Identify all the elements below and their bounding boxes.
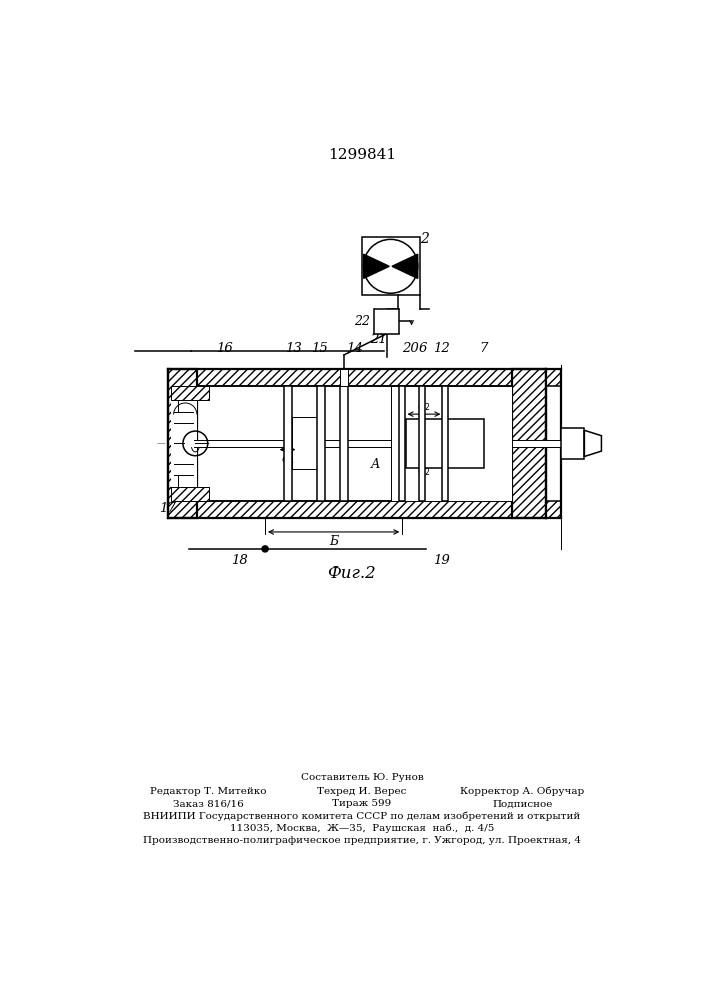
Bar	[172, 386, 197, 501]
Polygon shape	[363, 254, 390, 278]
Bar	[197, 501, 512, 518]
Circle shape	[262, 546, 268, 552]
Text: 20: 20	[402, 342, 419, 355]
Bar	[340, 386, 348, 501]
Text: $d_1$: $d_1$	[281, 453, 294, 466]
Text: 17: 17	[159, 502, 176, 515]
Text: Составитель Ю. Рунов: Составитель Ю. Рунов	[300, 773, 423, 782]
Text: 19: 19	[433, 554, 450, 567]
Text: Техред И. Верес: Техред И. Верес	[317, 787, 407, 796]
Text: $d_2$: $d_2$	[417, 464, 431, 478]
Bar	[317, 386, 325, 501]
Bar	[361, 237, 420, 295]
Text: 7: 7	[479, 342, 488, 355]
Text: 14: 14	[346, 342, 363, 355]
Bar	[340, 369, 348, 386]
Text: ВНИИПИ Государственного комитета СССР по делам изобретений и открытий: ВНИИПИ Государственного комитета СССР по…	[144, 811, 580, 821]
Text: Корректор А. Обручар: Корректор А. Обручар	[460, 787, 585, 796]
Text: Б: Б	[329, 535, 338, 548]
Text: 1299841: 1299841	[328, 148, 396, 162]
Text: Тираж 599: Тираж 599	[332, 799, 392, 808]
Bar	[197, 369, 512, 386]
Bar	[175, 440, 588, 447]
Text: Подписное: Подписное	[492, 799, 553, 808]
Bar	[399, 386, 405, 501]
Text: 21: 21	[370, 333, 387, 346]
Polygon shape	[585, 430, 602, 456]
Text: Заказ 816/16: Заказ 816/16	[173, 799, 244, 808]
Polygon shape	[392, 254, 418, 278]
Text: 113035, Москва,  Ж—35,  Раушская  наб.,  д. 4/5: 113035, Москва, Ж—35, Раушская наб., д. …	[230, 824, 494, 833]
Text: Редактор Т. Митейко: Редактор Т. Митейко	[151, 787, 267, 796]
Bar	[171, 487, 209, 501]
Bar	[391, 386, 512, 501]
Bar	[546, 369, 561, 386]
Bar	[284, 386, 292, 501]
Text: 12: 12	[433, 342, 450, 355]
Text: 2: 2	[420, 232, 429, 246]
Bar	[546, 501, 561, 518]
Bar	[512, 369, 546, 518]
Bar	[374, 309, 399, 334]
Text: Производственно-полиграфическое предприятие, г. Ужгород, ул. Проектная, 4: Производственно-полиграфическое предприя…	[143, 836, 581, 845]
Bar	[406, 419, 484, 468]
Text: 22: 22	[354, 315, 370, 328]
Text: 13: 13	[286, 342, 302, 355]
Text: 15: 15	[311, 342, 328, 355]
Text: $d_2$: $d_2$	[417, 400, 431, 413]
Text: А: А	[370, 458, 380, 471]
Text: Фиг.2: Фиг.2	[327, 565, 376, 582]
Bar	[442, 386, 448, 501]
Bar	[171, 400, 194, 487]
Bar	[561, 428, 585, 459]
Bar	[171, 386, 209, 400]
Text: 16: 16	[216, 342, 233, 355]
Text: 18: 18	[231, 554, 248, 567]
Bar	[419, 386, 425, 501]
Text: 8: 8	[586, 433, 595, 446]
Bar	[168, 369, 197, 518]
Bar	[292, 417, 317, 469]
Text: 6: 6	[419, 342, 427, 355]
